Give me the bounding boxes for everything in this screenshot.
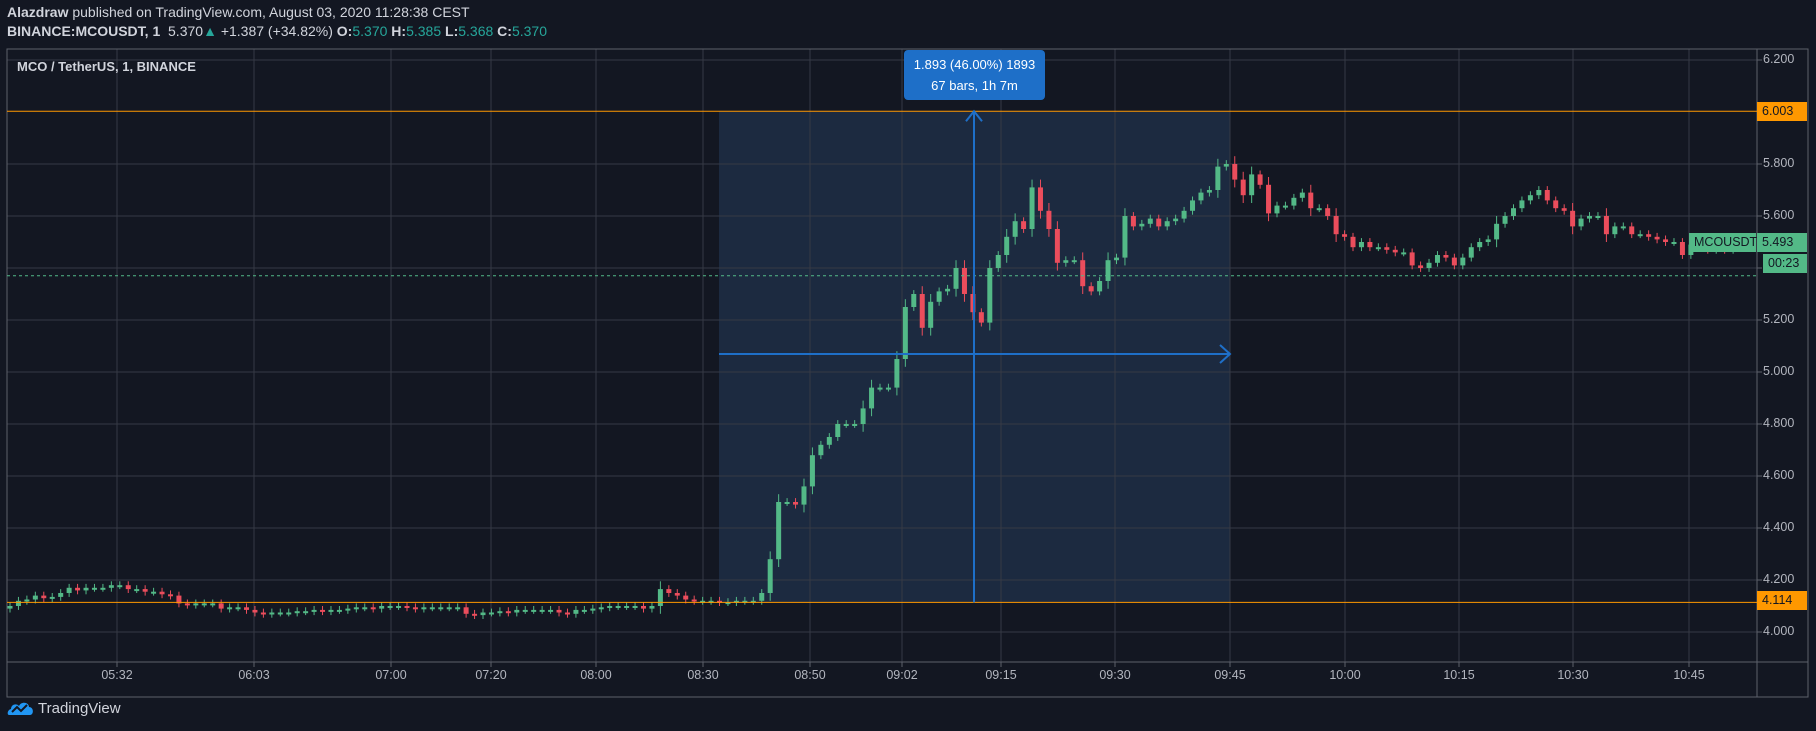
low-value: 5.368 — [458, 23, 494, 39]
open-value: 5.370 — [352, 23, 388, 39]
time-tick-label: 09:15 — [985, 668, 1017, 682]
time-tick-label: 09:02 — [886, 668, 918, 682]
price-tick-label: 6.200 — [1763, 52, 1795, 66]
time-tick-label: 08:30 — [687, 668, 719, 682]
time-tick-label: 07:00 — [375, 668, 407, 682]
time-tick-label: 05:32 — [101, 668, 133, 682]
bar-countdown-badge: 00:23 — [1763, 254, 1807, 273]
measure-change: 1.893 (46.00%) 1893 — [913, 57, 1036, 72]
low-label: L: — [445, 23, 459, 39]
last-price: 5.370 — [168, 23, 204, 39]
price-tick-label: 5.200 — [1763, 312, 1795, 326]
author-name: Alazdraw — [7, 4, 69, 20]
symbol-ohlc-line: BINANCE:MCOUSDT, 1 5.370▲ +1.387 (+34.82… — [7, 23, 547, 39]
last-price-badge: 5.493 — [1757, 233, 1807, 252]
measure-tooltip: 1.893 (46.00%) 1893 67 bars, 1h 7m — [904, 50, 1045, 100]
price-tick-label: 5.800 — [1763, 156, 1795, 170]
high-value: 5.385 — [406, 23, 442, 39]
publish-info: Alazdraw published on TradingView.com, A… — [7, 4, 470, 20]
price-tick-label: 4.400 — [1763, 520, 1795, 534]
time-tick-label: 10:30 — [1557, 668, 1589, 682]
resistance-price-badge: 6.003 — [1757, 102, 1807, 121]
price-tick-label: 5.000 — [1763, 364, 1795, 378]
time-tick-label: 06:03 — [238, 668, 270, 682]
high-label: H: — [391, 23, 407, 39]
time-tick-label: 08:00 — [580, 668, 612, 682]
price-tick-label: 4.800 — [1763, 416, 1795, 430]
tradingview-brand[interactable]: TradingView — [7, 699, 121, 717]
time-tick-label: 07:20 — [475, 668, 507, 682]
measure-bars: 67 bars, 1h 7m — [931, 78, 1018, 93]
close-value: 5.370 — [511, 23, 547, 39]
price-tick-label: 5.600 — [1763, 208, 1795, 222]
brand-name: TradingView — [38, 699, 121, 717]
triangle-up-icon: ▲ — [203, 23, 217, 39]
chart-legend: MCO / TetherUS, 1, BINANCE — [17, 59, 196, 74]
price-change: +1.387 (+34.82%) — [220, 23, 333, 39]
time-tick-label: 09:45 — [1214, 668, 1246, 682]
time-tick-label: 10:45 — [1673, 668, 1705, 682]
price-tick-label: 4.200 — [1763, 572, 1795, 586]
tradingview-logo-icon — [7, 702, 33, 715]
open-label: O: — [336, 23, 353, 39]
published-text: published on TradingView.com, August 03,… — [72, 4, 470, 20]
price-tick-label: 4.600 — [1763, 468, 1795, 482]
support-price-badge: 4.114 — [1757, 591, 1807, 610]
price-tick-label: 4.000 — [1763, 624, 1795, 638]
symbol-price-label: MCOUSDT — [1689, 233, 1757, 252]
close-label: C: — [497, 23, 512, 39]
time-tick-label: 09:30 — [1099, 668, 1131, 682]
symbol-name: BINANCE:MCOUSDT, 1 — [7, 23, 161, 39]
time-tick-label: 10:15 — [1443, 668, 1475, 682]
time-tick-label: 08:50 — [794, 668, 826, 682]
time-tick-label: 10:00 — [1329, 668, 1361, 682]
